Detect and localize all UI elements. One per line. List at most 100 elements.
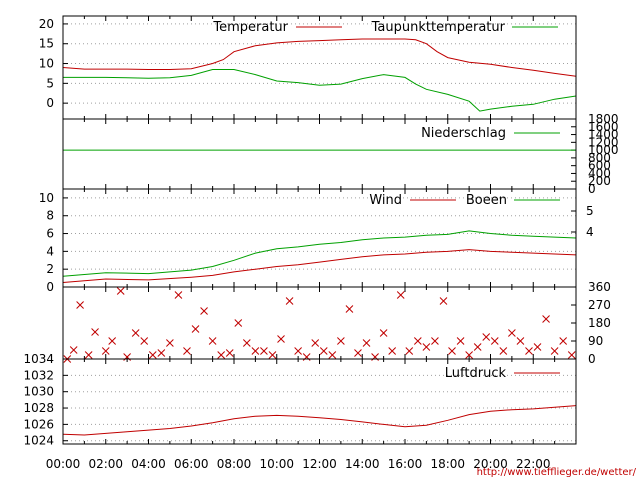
panel-3-point-35: [354, 349, 362, 357]
panel-3-point-25: [268, 351, 277, 359]
panel-3-point-41: [405, 347, 414, 355]
panel-3-point-32-stroke-b: [328, 351, 337, 359]
panel-3-point-1-stroke-b: [69, 346, 78, 354]
panel-3-point-31-stroke-b: [319, 347, 328, 355]
panel-3-point-28: [294, 347, 302, 355]
panel-4-ytick-label-2: 1028: [23, 401, 54, 415]
panel-3-point-49: [473, 343, 482, 351]
panel-2-ytick-label-4: 8: [46, 209, 54, 223]
panel-3-point-6-stroke-b: [108, 337, 117, 345]
panel-0-ytick-label-2: 10: [39, 57, 54, 71]
panel-3-point-23-stroke-b: [251, 347, 260, 355]
x-tick-label-3: 06:00: [174, 457, 209, 471]
panel-1-ytick-label-2: 400: [588, 166, 611, 180]
panel-2-ytick-label-1: 2: [46, 262, 54, 276]
panel-3-point-46: [448, 347, 456, 355]
panel-3-point-20: [225, 349, 234, 357]
panel-3-point-50: [482, 333, 491, 341]
panel-3-point-58-stroke-b: [550, 347, 559, 355]
x-tick-label-7: 14:00: [345, 457, 380, 471]
panel-3-point-11-stroke-b: [148, 351, 157, 359]
panel-4-legend-label-0: Luftdruck: [445, 366, 507, 381]
panel-3-point-14-stroke-b: [174, 291, 183, 299]
panel-3-point-40-stroke-b: [396, 291, 405, 299]
panel-3-point-5-stroke-b: [101, 347, 110, 355]
panel-1-ytick-label-4: 800: [588, 151, 611, 165]
panel-3-point-24-stroke-b: [260, 347, 268, 355]
panel-3-point-10: [140, 337, 149, 345]
panel-3-point-36: [362, 339, 371, 347]
panel-4-ytick-label-3: 1030: [23, 385, 54, 399]
panel-3-point-7-stroke-b: [116, 287, 125, 295]
credit-link[interactable]: http://www.tiefflieger.de/wetter/: [477, 467, 637, 478]
panel-3-point-18-stroke-b: [208, 337, 217, 345]
panel-3-point-39-stroke-b: [388, 347, 397, 355]
panel-3-point-26: [277, 335, 285, 343]
panel-2-series-1: [62, 230, 577, 277]
panel-3-point-13: [166, 339, 174, 347]
panel-0-legend-label-1: Taupunkttemperatur: [371, 20, 506, 35]
panel-4-ytick-label-1: 1026: [23, 417, 54, 431]
panel-1-ytick-label-5: 1000: [588, 143, 619, 157]
x-tick-label-10: 20:00: [473, 457, 508, 471]
panel-3-point-17-stroke-b: [200, 307, 208, 315]
panel-3-point-46-stroke-b: [448, 347, 456, 355]
panel-0-series-0: [62, 38, 577, 77]
x-tick-label-1: 02:00: [88, 457, 123, 471]
x-tick-label-5: 10:00: [259, 457, 294, 471]
panel-1-ytick-label-3: 600: [588, 159, 611, 173]
panel-1-ytick-label-0: 0: [588, 182, 596, 196]
panel-3-point-19: [217, 351, 226, 359]
panel-3-point-43: [422, 343, 431, 351]
panel-3-point-55-stroke-b: [525, 347, 533, 355]
panel-3-point-10-stroke-b: [140, 337, 149, 345]
panel-3-point-21: [234, 319, 243, 327]
panel-3-point-40: [396, 291, 405, 299]
panel-3-point-35-stroke-b: [354, 349, 362, 357]
x-tick-label-2: 04:00: [131, 457, 166, 471]
panel-3-point-33-stroke-b: [337, 337, 345, 345]
panel-3-point-21-stroke-b: [234, 319, 243, 327]
x-tick-label-8: 16:00: [388, 457, 423, 471]
panel-1-ytick-label-8: 1600: [588, 120, 619, 134]
panel-1-ytick-label-1: 200: [588, 174, 611, 188]
panel-3-point-24: [260, 347, 268, 355]
panel-2: 0 2 4 6 8 10 4 5 Wind Boeen: [39, 188, 594, 294]
panel-3-point-54: [516, 337, 525, 345]
panel-3-point-53-stroke-b: [508, 329, 516, 337]
panel-3-point-60-stroke-b: [567, 351, 576, 359]
panel-2-ytick-label-5: 10: [39, 191, 54, 205]
panel-3-ytick-label-3: 270: [588, 298, 611, 312]
panel-3-point-39: [388, 347, 397, 355]
panel-3-point-47: [456, 337, 465, 345]
x-tick-label-0: 00:00: [46, 457, 81, 471]
panel-3-point-34: [345, 305, 354, 313]
panel-3-point-9: [131, 329, 140, 337]
panel-2-y2tick-label-0: 4: [586, 225, 594, 239]
panel-1-ytick-label-7: 1400: [588, 128, 619, 142]
panel-3-point-2-stroke-b: [76, 301, 84, 309]
panel-3-point-49-stroke-b: [473, 343, 482, 351]
panel-4-ytick-label-5: 1034: [23, 352, 54, 366]
panel-3-point-59: [559, 337, 568, 345]
panel-4-frame: [62, 358, 577, 445]
panel-3-point-48-stroke-b: [465, 351, 473, 359]
panel-3-point-1: [69, 346, 78, 354]
panel-0-ytick-label-3: 15: [39, 37, 54, 51]
panel-3-point-9-stroke-b: [131, 329, 140, 337]
panel-3: 0 90 180 270 360: [62, 280, 611, 366]
panel-1-ytick-label-9: 1800: [588, 112, 619, 126]
panel-2-ytick-label-2: 4: [46, 244, 54, 258]
panel-3-point-20-stroke-b: [225, 349, 234, 357]
panel-3-point-2: [76, 301, 84, 309]
panel-3-point-38-stroke-b: [379, 329, 388, 337]
panel-3-point-6: [108, 337, 117, 345]
x-tick-label-11: 22:00: [516, 457, 551, 471]
panel-3-point-59-stroke-b: [559, 337, 568, 345]
panel-3-point-3-stroke-b: [84, 351, 93, 359]
panel-3-point-55: [525, 347, 533, 355]
panel-1-ytick-label-6: 1200: [588, 135, 619, 149]
panel-3-point-27-stroke-b: [285, 297, 294, 305]
panel-3-point-33: [337, 337, 345, 345]
